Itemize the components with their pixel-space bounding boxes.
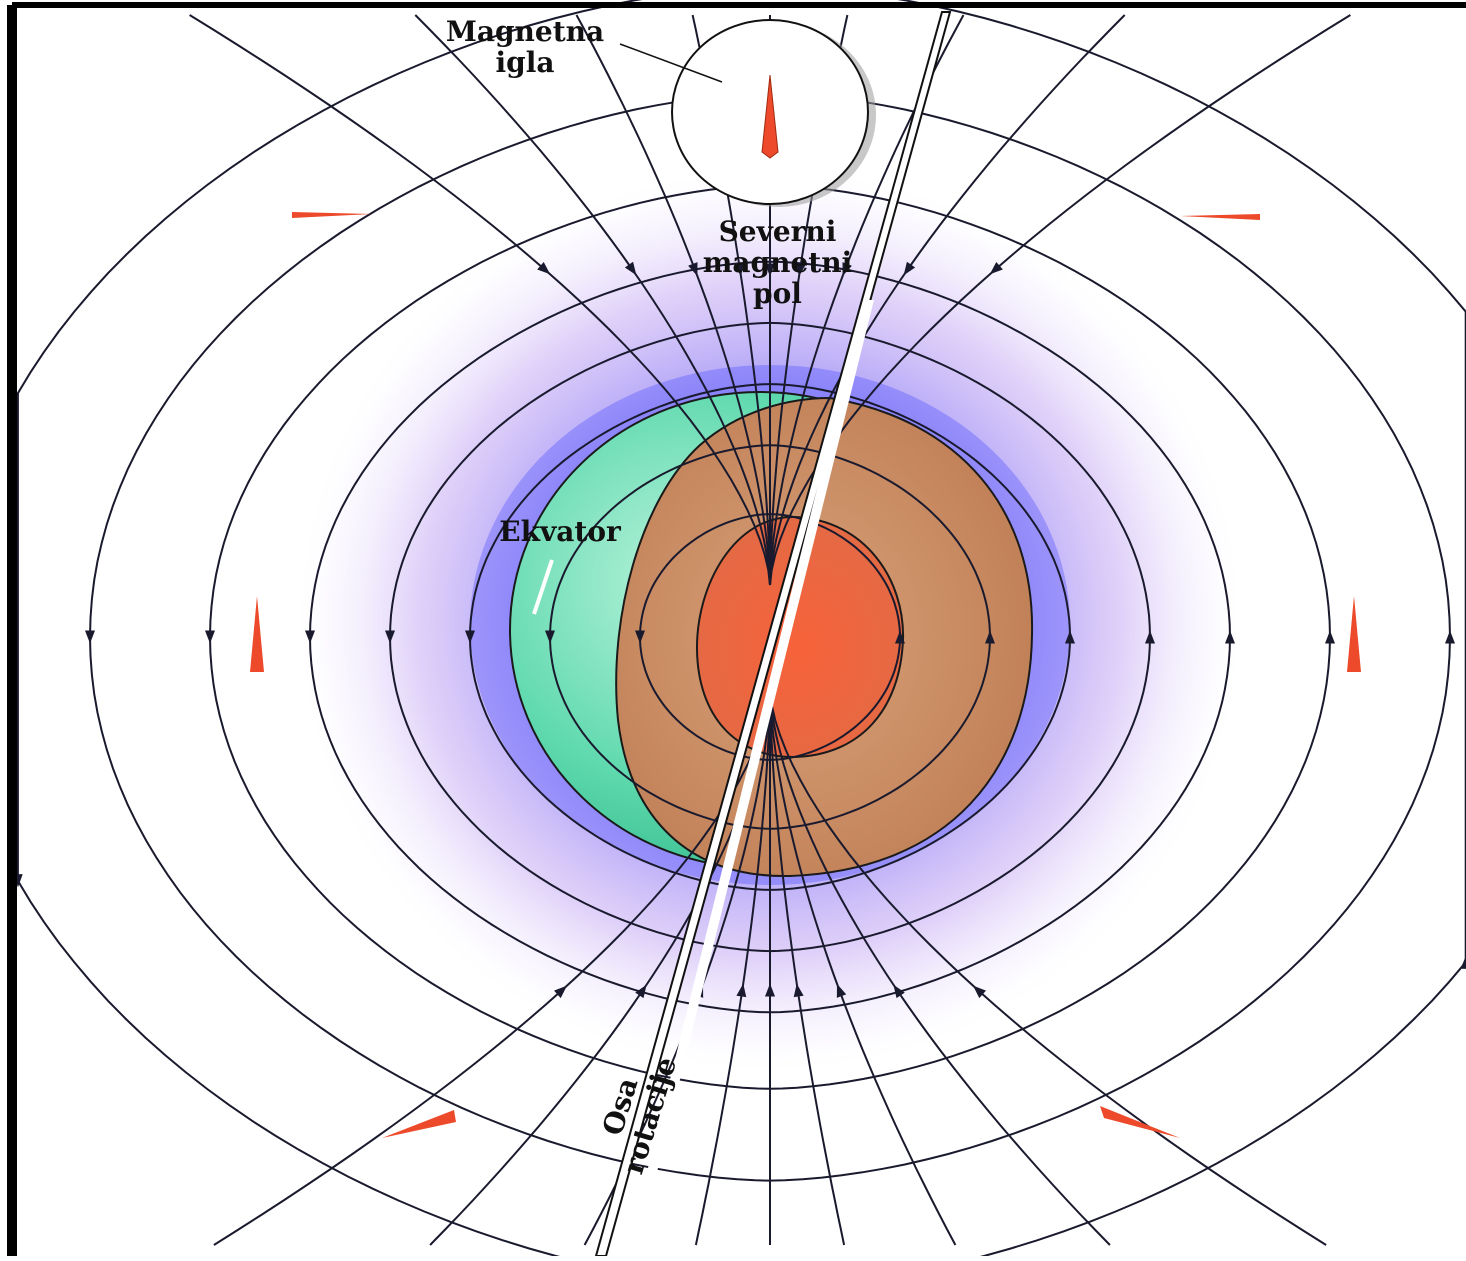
field-line-north-2-arrow [624,261,637,276]
field-loop-right-4-arrow [1145,630,1155,644]
earth [509,391,1034,878]
pole-label-line1: Severni [718,215,837,248]
field-loop-right-8-arrow [1460,955,1466,969]
field-loop-right-6-arrow [1325,630,1335,644]
red-arrow-left [250,596,264,672]
needle-label-line2: igla [495,46,555,79]
field-line-south-6-arrow [793,983,804,998]
field-line-south-7-arrow [836,983,847,998]
field-loop-left-1-arrow [635,630,645,644]
needle-label-line1: Magnetna [445,15,605,48]
field-line-south-8 [769,689,1111,1246]
field-line-south-9 [769,689,1327,1246]
pole-label-line2: magnetni [702,246,853,279]
field-line-south-1-arrow [554,985,568,999]
field-loop-right-7-arrow [1445,630,1455,644]
red-arrow-top-right [1180,214,1260,220]
field-line-north-3 [575,14,771,586]
field-line-north-9 [769,14,1351,586]
field-line-north-2 [414,14,771,586]
field-loop-left-4-arrow [385,630,395,644]
rotation-axis-highlight [640,300,874,1200]
equator-label: Ekvator [499,515,621,548]
field-line-south-4-arrow [736,983,747,998]
red-arrow-bottom-right [1100,1106,1180,1138]
red-arrow-top-left [292,212,372,218]
equator-marker [532,559,554,615]
field-line-south-4 [694,689,771,1246]
field-loop-right-1-arrow [895,630,905,644]
field-direction-arrows [250,212,1361,1138]
field-line-north-6-arrow [795,262,806,277]
field-line-north-9-arrow [989,261,1003,275]
field-line-south-7 [769,689,957,1246]
field-line-north-3-arrow [688,262,698,277]
north-pole-label: Severni magnetni pol [695,216,860,309]
needle-arrow [761,74,779,159]
pole-label-line3: pol [753,277,802,310]
field-line-north-8 [769,14,1126,586]
field-line-north-4-arrow [734,262,745,277]
field-line-south-6 [769,689,846,1246]
field-line-south-5-arrow [765,983,775,997]
red-arrow-bottom-left [382,1110,456,1138]
field-loop-left-2-arrow [545,630,555,644]
field-line-north-1 [189,14,771,586]
field-line-north-7-arrow [842,262,852,277]
needle-leader [619,43,723,83]
field-line-south-2-arrow [635,984,647,999]
field-line-north-5-arrow [765,263,775,277]
field-loop-left-8 [16,0,643,1261]
field-line-south-9-arrow [972,985,986,999]
field-loop-left-5-arrow [305,630,315,644]
magnetic-needle [619,19,876,207]
field-line-north-8-arrow [903,261,916,276]
field-line-south-8-arrow [893,984,905,999]
red-arrow-right [1347,596,1361,672]
needle-label: Magnetna igla [430,16,620,78]
field-loop-left-7-arrow [85,630,95,644]
field-loop-left-3-arrow [465,630,475,644]
field-loop-right-5-arrow [1225,630,1235,644]
field-line-south-1 [213,689,771,1246]
field-loop-right-2-arrow [985,630,995,644]
field-loop-right-3-arrow [1065,630,1075,644]
field-loop-left-6-arrow [205,630,215,644]
field-line-north-1-arrow [537,261,551,275]
